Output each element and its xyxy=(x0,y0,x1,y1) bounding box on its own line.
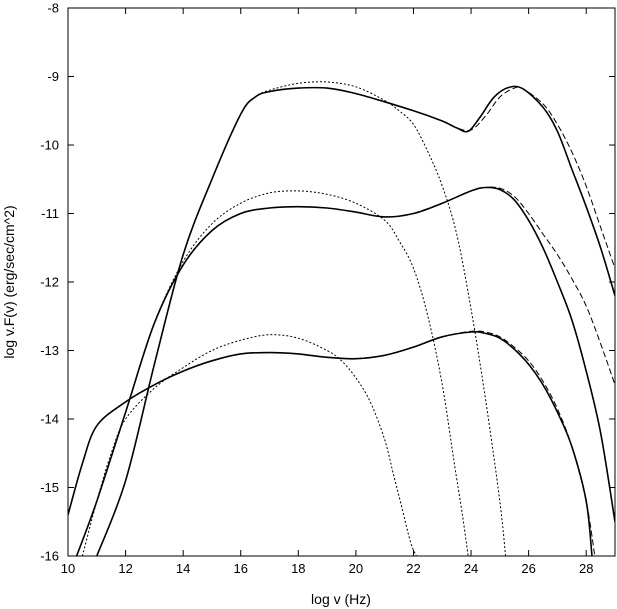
y-tick-label: -9 xyxy=(47,69,59,84)
series-layer xyxy=(68,81,615,556)
x-tick-label: 22 xyxy=(406,561,420,576)
series-dotted-2 xyxy=(96,81,507,556)
series-solid-1 xyxy=(96,85,615,556)
y-tick-label: -8 xyxy=(47,1,59,16)
x-tick-label: 12 xyxy=(118,561,132,576)
x-tick-label: 16 xyxy=(234,561,248,576)
x-tick-label: 10 xyxy=(61,561,75,576)
y-tick-label: -14 xyxy=(40,412,59,427)
y-tick-label: -12 xyxy=(40,275,59,290)
x-tick-label: 18 xyxy=(291,561,305,576)
x-tick-label: 14 xyxy=(176,561,190,576)
series-solid-4 xyxy=(75,186,615,556)
series-dashed-9 xyxy=(355,330,596,556)
y-tick-label: -10 xyxy=(40,138,59,153)
x-tick-label: 20 xyxy=(349,561,363,576)
x-tick-label: 26 xyxy=(521,561,535,576)
y-tick-label: -15 xyxy=(40,480,59,495)
y-axis-title: log v.F(v) (erg/sec/cm^2) xyxy=(1,205,17,358)
ticks-layer: 10 12 14 16 18 20 22 24 26 28 -8 -9 -10 -11 -12 -13 -14 -… xyxy=(40,1,615,576)
x-tick-label: 24 xyxy=(464,561,478,576)
series-dotted-5 xyxy=(76,190,469,556)
y-tick-label: -16 xyxy=(40,549,59,564)
y-tick-label: -13 xyxy=(40,343,59,358)
x-tick-label: 28 xyxy=(579,561,593,576)
y-tick-label: -11 xyxy=(41,206,59,221)
series-dotted-8 xyxy=(81,334,417,556)
series-dashed-6 xyxy=(413,186,615,385)
x-axis-title: log v (Hz) xyxy=(311,591,371,607)
series-dashed-3 xyxy=(442,86,615,269)
